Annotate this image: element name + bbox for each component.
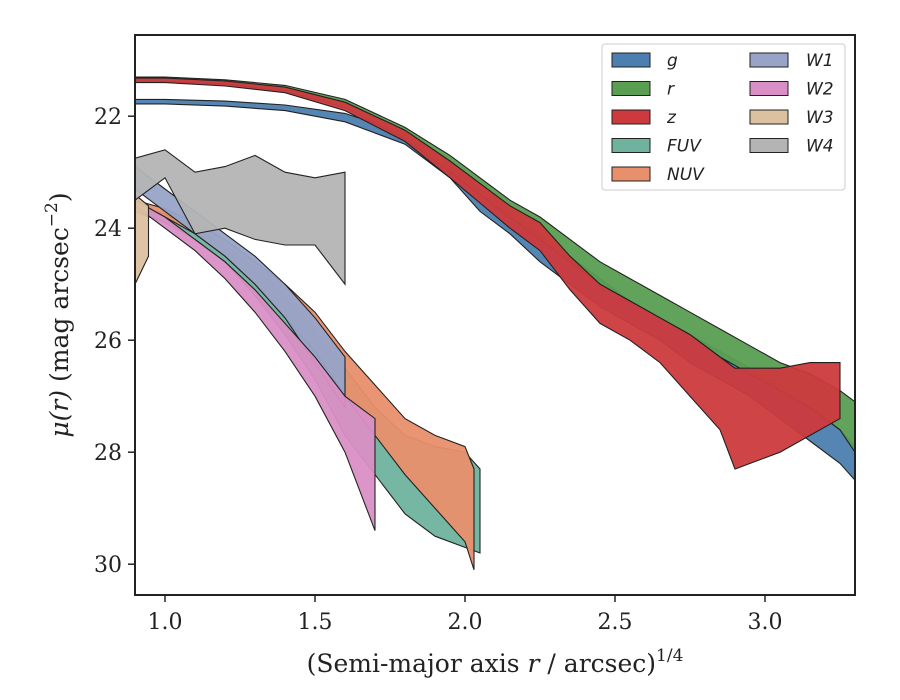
legend-label-r: r (667, 80, 675, 100)
plot-frame (134, 34, 856, 596)
legend-swatch-nuv (611, 166, 651, 182)
legend-label-g: g (667, 51, 678, 71)
x-tick-label: 1.0 (148, 610, 183, 635)
legend-frame (601, 43, 846, 191)
legend-label-w1: W1 (806, 51, 834, 71)
series-band-w3 (135, 193, 150, 285)
y-axis: 22 24 26 28 30 (94, 105, 135, 578)
legend-label-nuv: NUV (667, 165, 705, 185)
legend-swatch-w4 (749, 138, 789, 153)
legend-label-fuv: FUV (667, 137, 702, 157)
y-axis-label: μ(r) (mag arcsec−2) (42, 192, 74, 437)
series-band-w2 (135, 199, 376, 531)
legend-swatch-z (611, 109, 651, 125)
series-band-z (135, 77, 841, 470)
legend-label-z: z (666, 108, 677, 128)
legend-swatch-fuv (611, 138, 651, 153)
y-tick-label: 22 (94, 105, 122, 130)
legend-label-w3: W3 (806, 108, 834, 128)
legend-swatch-w2 (749, 81, 789, 96)
legend-swatch-w1 (749, 52, 789, 68)
y-tick-label: 30 (94, 553, 122, 578)
series-layer (135, 76, 855, 570)
legend-label-w2: W2 (806, 80, 834, 100)
y-tick-label: 26 (94, 329, 122, 354)
legend-label-w4: W4 (806, 137, 834, 157)
x-tick-label: 1.5 (298, 610, 333, 635)
legend-swatch-w3 (749, 109, 789, 125)
legend-swatch-r (611, 81, 651, 96)
legend-swatch-g (611, 52, 651, 68)
series-band-w4 (135, 149, 346, 286)
x-tick-label: 2.5 (598, 610, 633, 635)
y-tick-label: 24 (94, 217, 122, 242)
x-tick-label: 2.0 (448, 610, 483, 635)
legend: grz FUV NUV W1 W2 W3 W4 (601, 43, 846, 191)
x-axis: 1.0 1.5 2.0 2.5 3.0 (148, 595, 783, 635)
x-tick-label: 3.0 (748, 610, 783, 635)
x-axis-label: (Semi-major axis r / arcsec)1/4 (307, 646, 684, 678)
y-tick-label: 28 (94, 441, 122, 466)
